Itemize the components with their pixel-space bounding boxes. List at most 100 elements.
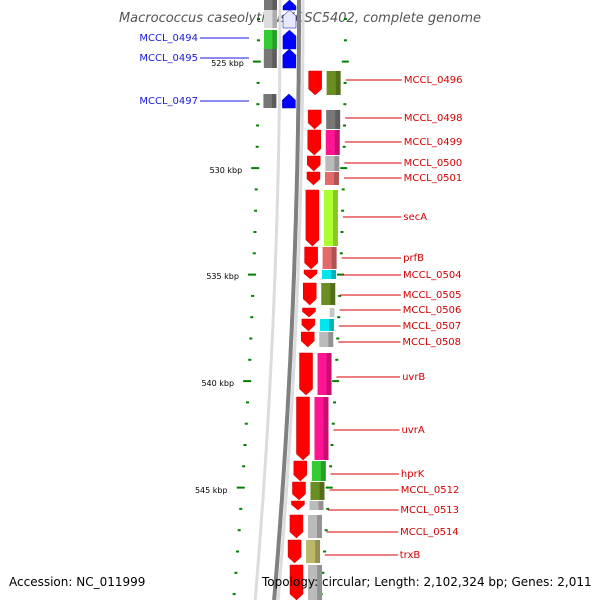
forward-gene-cog-block [322, 270, 337, 279]
forward-gene-cog-block [314, 397, 329, 460]
forward-gene-arrow [305, 189, 320, 247]
forward-gene-label: MCCL_0501 [404, 173, 463, 184]
forward-gene-label: MCCL_0505 [403, 290, 462, 301]
forward-gene-arrow [289, 514, 304, 539]
forward-gene-label: MCCL_0500 [404, 158, 463, 169]
scale-tick-left [234, 571, 238, 574]
scale-tick-right [341, 188, 345, 191]
scale-tick-right [331, 422, 335, 425]
forward-gene-cog-block-shade [333, 190, 338, 246]
scale-tick-right [343, 18, 347, 20]
forward-gene-label: MCCL_0508 [402, 337, 461, 348]
scale-tick-left [243, 444, 247, 446]
forward-gene-cog-block [319, 319, 334, 331]
scale-tick-left [239, 507, 243, 510]
scale-tick-right [323, 550, 327, 553]
forward-gene-cog-block [317, 353, 332, 395]
forward-gene-label: MCCL_0512 [401, 485, 460, 496]
forward-gene-label: MCCL_0498 [404, 113, 463, 124]
scale-tick-left [246, 401, 250, 404]
forward-strand-genes [287, 70, 341, 600]
scale-tick-right [332, 380, 340, 383]
reverse-gene-cog-block-shade [272, 49, 277, 68]
forward-gene-arrow [308, 70, 322, 96]
scale-tick-right [343, 39, 347, 42]
forward-gene-label: trxB [400, 550, 421, 561]
scale-tick-right [338, 294, 342, 297]
forward-gene-arrow [293, 460, 308, 482]
forward-gene-label: uvrB [402, 372, 425, 383]
forward-gene-arrow [307, 155, 321, 172]
forward-gene-arrow [300, 331, 315, 348]
reverse-strand-genes [263, 0, 297, 109]
scale-tick-right [335, 358, 339, 361]
scale-tick-left [243, 380, 252, 383]
reverse-gene-arrow [282, 29, 297, 50]
forward-gene-label: MCCL_0513 [400, 505, 459, 516]
reverse-gene-label: MCCL_0497 [139, 96, 198, 107]
forward-gene-arrow [289, 564, 304, 600]
forward-gene-label: MCCL_0514 [400, 527, 459, 538]
forward-gene-arrow [306, 171, 321, 186]
scale-tick-right [337, 316, 341, 319]
backbone-shadow-outer [276, 0, 305, 600]
forward-gene-label: MCCL_0496 [404, 75, 463, 86]
forward-gene-cog-block-shade [334, 172, 339, 185]
reverse-gene-arrow [282, 9, 297, 29]
scale-tick-left [256, 103, 260, 106]
reverse-gene-arrow [282, 0, 297, 11]
scale-tick-right [336, 337, 340, 340]
forward-gene-label: MCCL_0499 [404, 137, 463, 148]
topology-text: Topology: circular; Length: 2,102,324 bp… [262, 575, 592, 589]
scale-tick-right [330, 444, 334, 446]
scale-tick-left [255, 145, 259, 148]
forward-gene-label: secA [403, 212, 427, 223]
scale-tick-left [256, 39, 260, 42]
scale-tick-left [252, 60, 261, 63]
scale-tick-right [324, 529, 328, 532]
forward-gene-cog-block [307, 515, 322, 538]
forward-gene-arrow [302, 282, 317, 306]
forward-gene-cog-block [324, 172, 339, 185]
forward-gene-cog-block-shade [319, 482, 325, 500]
forward-gene-cog-block-shade [335, 110, 341, 129]
forward-gene-arrow [291, 500, 305, 511]
forward-gene-cog-block-shade [318, 501, 324, 510]
reverse-gene-cog-block [264, 0, 277, 10]
forward-gene-label: prfB [403, 253, 424, 264]
accession-text: Accession: NC_011999 [9, 575, 146, 589]
reverse-gene-cog-block [263, 30, 277, 49]
forward-gene-cog-block [326, 71, 341, 95]
scale-tick-left [242, 465, 246, 468]
reverse-gene-cog-block [263, 49, 277, 68]
scale-label: 545 kbp [195, 486, 228, 495]
forward-gene-label: MCCL_0507 [403, 321, 462, 332]
scale-tick-right [337, 273, 345, 276]
scale-tick-left [251, 167, 260, 170]
forward-gene-cog-block-shade [331, 247, 337, 269]
reverse-gene-arrow [282, 93, 296, 109]
forward-gene-label: MCCL_0504 [403, 270, 462, 281]
forward-gene-arrow [307, 109, 322, 130]
forward-gene-label: uvrA [401, 425, 424, 436]
scale-tick-left [252, 252, 256, 255]
forward-gene-cog-block [311, 461, 326, 481]
reverse-gene-arrow [282, 48, 297, 69]
forward-gene-cog-block-shade [317, 565, 322, 600]
scale-tick-left [250, 316, 254, 319]
scale-tick-left [253, 231, 257, 233]
scale-tick-right [321, 571, 325, 574]
scale-tick-left [248, 358, 252, 361]
forward-gene-cog-block [308, 565, 322, 600]
backbone-shadow-inner [253, 0, 282, 600]
forward-gene-cog-block-shade [330, 283, 336, 305]
forward-gene-cog-block-shade [334, 130, 340, 155]
scale-tick-right [341, 60, 349, 63]
scale-tick-left [254, 188, 258, 191]
forward-gene-cog-block [309, 501, 324, 510]
scale-tick-left [244, 422, 248, 425]
scale-tick-left [251, 294, 255, 297]
scale-label: 525 kbp [211, 59, 244, 68]
reverse-gene-cog-block-shade [272, 30, 277, 49]
